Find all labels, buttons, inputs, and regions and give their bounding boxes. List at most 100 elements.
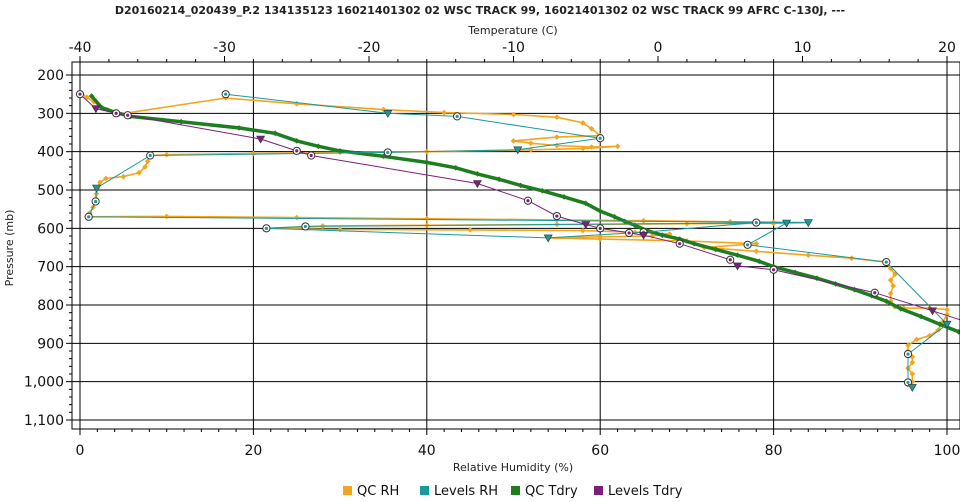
y-tick-label: 1,000 bbox=[24, 375, 64, 391]
legend-swatch-levels-tdry bbox=[594, 486, 603, 495]
legend-swatch-qc-rh bbox=[343, 486, 352, 495]
levels-tdry-line bbox=[79, 93, 960, 321]
levels-rh-point-core bbox=[906, 380, 910, 385]
y-tick-label: 1,100 bbox=[24, 413, 64, 429]
levels-tdry-point bbox=[581, 221, 591, 230]
levels-rh-point-core bbox=[906, 352, 910, 356]
x-tick-label: 0 bbox=[76, 443, 85, 459]
y-tick-label: 400 bbox=[37, 145, 64, 161]
y-tick-label: 600 bbox=[37, 221, 64, 237]
qc-rh-point bbox=[142, 164, 148, 170]
qc-tdry-point bbox=[883, 298, 890, 305]
qc-tdry-point bbox=[452, 164, 459, 171]
x-tick-label: 100 bbox=[934, 443, 960, 459]
levels-rh-point bbox=[942, 320, 952, 329]
gridlines bbox=[72, 62, 960, 429]
qc-tdry-point bbox=[936, 321, 943, 327]
bottom-axis-title: Relative Humidity (%) bbox=[453, 461, 573, 474]
qc-rh-point bbox=[250, 150, 257, 157]
qc-tdry-point bbox=[423, 159, 430, 166]
levels-rh-point bbox=[513, 146, 523, 155]
x2-tick-label: -30 bbox=[213, 40, 236, 56]
x2-tick-label: -20 bbox=[358, 40, 381, 56]
qc-rh-point bbox=[144, 158, 151, 165]
levels-tdry-point-core bbox=[678, 242, 682, 246]
legend-label-qc-tdry: QC Tdry bbox=[525, 484, 578, 499]
qc-rh-point bbox=[163, 151, 170, 158]
levels-tdry-point bbox=[639, 231, 649, 240]
qc-rh-point bbox=[944, 306, 950, 313]
qc-rh-point bbox=[103, 175, 109, 182]
levels-tdry-point-core bbox=[598, 226, 602, 230]
qc-rh-point bbox=[527, 140, 534, 147]
levels-tdry-point-core bbox=[309, 153, 313, 158]
x-tick-label: 20 bbox=[244, 443, 262, 459]
levels-rh-point-core bbox=[745, 243, 750, 247]
levels-tdry-point bbox=[472, 180, 482, 189]
qc-rh-point bbox=[120, 173, 127, 180]
qc-tdry-point bbox=[337, 148, 343, 154]
qc-tdry-point bbox=[178, 118, 185, 125]
levels-rh-point bbox=[543, 234, 553, 243]
x2-tick-label: -40 bbox=[69, 40, 92, 56]
x-tick-label: 80 bbox=[765, 443, 783, 459]
levels-tdry-point-core bbox=[627, 231, 631, 235]
qc-rh-point bbox=[805, 252, 812, 258]
levels-tdry-point-core bbox=[295, 149, 299, 153]
qc-tdry-point bbox=[293, 138, 300, 144]
legend-swatch-qc-tdry bbox=[511, 486, 520, 495]
legend-swatch-levels-rh bbox=[420, 486, 429, 495]
levels-rh-point-core bbox=[884, 260, 888, 264]
legend-label-qc-rh: QC RH bbox=[357, 484, 399, 499]
levels-rh-point-core bbox=[148, 153, 152, 158]
levels-tdry-point-core bbox=[78, 92, 82, 96]
levels-rh-point-core bbox=[303, 224, 308, 229]
levels-rh-point-core bbox=[598, 136, 602, 140]
levels-rh-point-core bbox=[455, 114, 459, 118]
levels-tdry-point-core bbox=[555, 214, 559, 218]
qc-rh-point bbox=[136, 169, 142, 176]
levels-tdry-point-core bbox=[772, 268, 776, 272]
levels-rh-point bbox=[782, 219, 792, 228]
qc-tdry-point bbox=[897, 305, 904, 312]
levels-rh-point-core bbox=[224, 92, 228, 96]
levels-tdry-point bbox=[91, 105, 101, 114]
levels-tdry-series bbox=[75, 90, 960, 321]
qc-rh-point bbox=[926, 332, 933, 339]
legend-label-levels-rh: Levels RH bbox=[434, 484, 498, 499]
levels-tdry-point bbox=[256, 135, 266, 144]
y-tick-label: 900 bbox=[37, 336, 64, 352]
qc-rh-point bbox=[905, 342, 911, 349]
y-tick-label: 500 bbox=[37, 183, 64, 199]
left-axis-title: Pressure (mb) bbox=[3, 210, 16, 287]
levels-rh-point bbox=[383, 110, 393, 118]
levels-rh-point-core bbox=[94, 199, 98, 204]
levels-tdry-point-core bbox=[126, 113, 130, 117]
qc-rh-point bbox=[890, 283, 897, 289]
levels-tdry-point bbox=[732, 262, 743, 271]
levels-rh-series bbox=[84, 90, 952, 393]
qc-tdry-point bbox=[691, 240, 697, 247]
levels-rh-point-core bbox=[754, 220, 758, 225]
x2-tick-label: 0 bbox=[654, 40, 663, 56]
x-tick-label: 60 bbox=[591, 443, 609, 459]
qc-rh-point bbox=[97, 179, 103, 186]
qc-tdry-point bbox=[315, 143, 322, 150]
levels-rh-point-core bbox=[264, 226, 269, 230]
legend: QC RH Levels RH QC Tdry Levels Tdry bbox=[343, 484, 683, 499]
top-axis-title: Temperature (C) bbox=[467, 24, 557, 37]
levels-rh-point bbox=[803, 219, 813, 228]
y-tick-label: 200 bbox=[37, 68, 64, 84]
levels-rh-point bbox=[91, 184, 102, 193]
levels-tdry-point-core bbox=[873, 291, 877, 295]
y-tick-label: 700 bbox=[37, 260, 64, 276]
chart-title: D20160214_020439_P.2 134135123 160214013… bbox=[115, 4, 845, 17]
levels-tdry-point-core bbox=[526, 199, 530, 203]
levels-tdry-point-core bbox=[114, 111, 118, 115]
qc-tdry-line bbox=[90, 94, 960, 335]
x2-tick-label: 10 bbox=[794, 40, 812, 56]
levels-rh-point bbox=[907, 384, 917, 393]
